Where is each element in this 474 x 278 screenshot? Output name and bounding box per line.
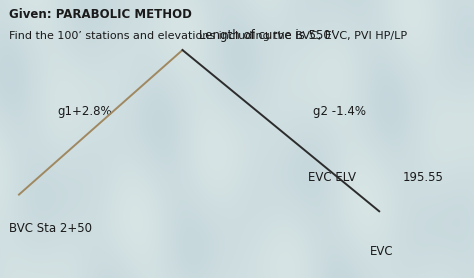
Text: Find the 100’ stations and elevations including the BVC, EVC, PVI HP/LP: Find the 100’ stations and elevations in… xyxy=(9,31,408,41)
Text: EVC ELV: EVC ELV xyxy=(308,172,356,184)
Text: g1+2.8%: g1+2.8% xyxy=(57,105,111,118)
Text: Given: PARABOLIC METHOD: Given: PARABOLIC METHOD xyxy=(9,8,192,21)
Text: BVC Sta 2+50: BVC Sta 2+50 xyxy=(9,222,92,235)
Text: Length of curve is 550’: Length of curve is 550’ xyxy=(199,29,335,42)
Text: 195.55: 195.55 xyxy=(403,172,444,184)
Text: EVC: EVC xyxy=(370,245,393,258)
Text: g2 -1.4%: g2 -1.4% xyxy=(313,105,366,118)
